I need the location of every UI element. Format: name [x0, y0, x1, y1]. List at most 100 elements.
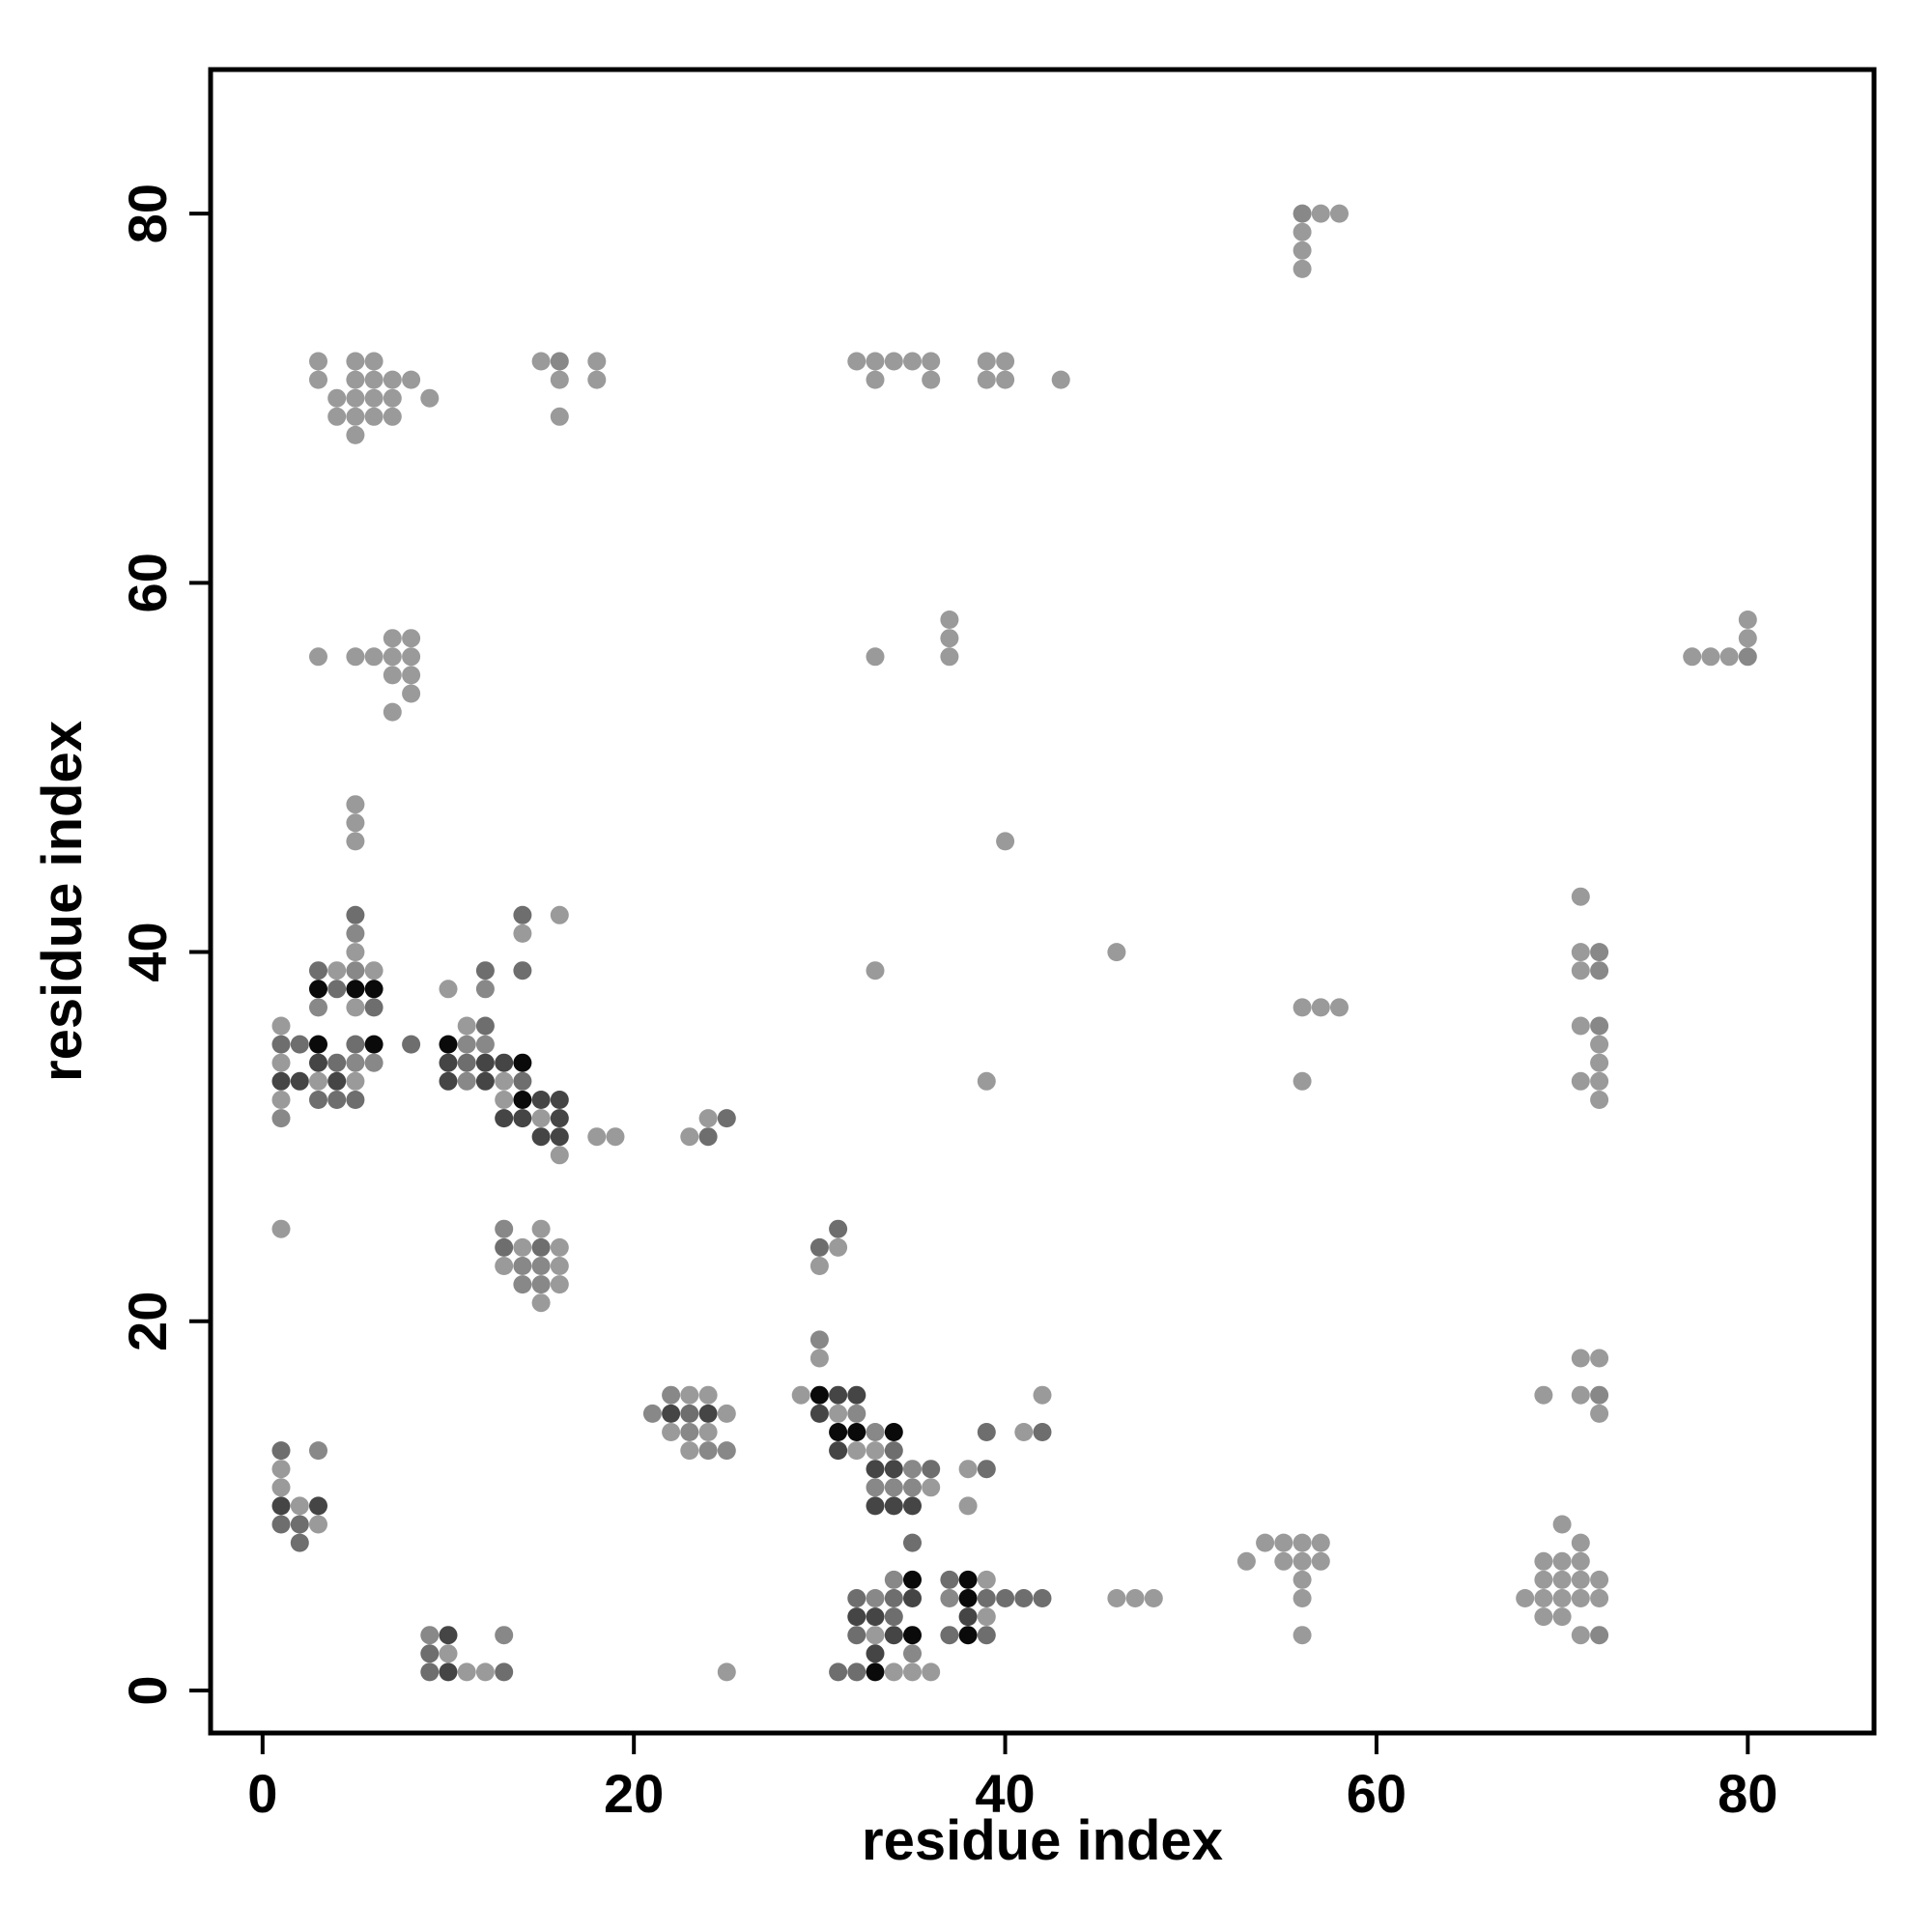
contact-point — [1738, 611, 1757, 629]
contact-point — [680, 1441, 699, 1461]
contact-point — [1516, 1589, 1535, 1607]
contact-point — [495, 1053, 514, 1072]
contact-point — [364, 961, 384, 980]
contact-point — [346, 425, 365, 444]
contact-point — [271, 1478, 291, 1497]
contact-point — [1590, 1570, 1609, 1589]
contact-point — [903, 1478, 922, 1497]
contact-point — [922, 352, 941, 371]
contact-point — [662, 1385, 681, 1405]
contact-point — [439, 1035, 458, 1054]
contact-point — [364, 1035, 384, 1054]
x-tick-label: 60 — [1347, 1763, 1406, 1824]
contact-point — [513, 1257, 532, 1275]
contact-point — [1293, 241, 1312, 260]
contact-point — [439, 1662, 458, 1682]
contact-point — [1236, 1551, 1256, 1571]
contact-point — [940, 1589, 959, 1607]
contact-point — [364, 352, 384, 371]
contact-point — [810, 1385, 829, 1405]
contact-point — [884, 1589, 903, 1607]
contact-point — [309, 1496, 327, 1516]
contact-point — [884, 1626, 903, 1645]
contact-point — [1590, 1071, 1609, 1091]
contact-point — [1571, 1626, 1590, 1645]
contact-point — [495, 1091, 514, 1109]
contact-point — [309, 647, 327, 667]
contact-point — [884, 1662, 903, 1682]
contact-point — [364, 998, 384, 1017]
contact-point — [309, 961, 327, 980]
contact-point — [383, 629, 402, 648]
contact-point — [810, 1404, 829, 1423]
contact-point — [829, 1237, 848, 1257]
contact-point — [531, 1257, 551, 1275]
y-tick-label: 0 — [117, 1675, 178, 1705]
contact-point — [903, 1626, 922, 1645]
contact-point — [587, 1127, 607, 1147]
contact-point — [1571, 1533, 1590, 1552]
contact-point — [346, 923, 365, 943]
contact-point — [1590, 1385, 1609, 1405]
contact-point — [513, 1109, 532, 1128]
contact-point — [457, 1053, 476, 1072]
contact-point — [475, 1053, 495, 1072]
contact-point — [1293, 998, 1312, 1017]
contact-point — [495, 1237, 514, 1257]
contact-point — [791, 1385, 810, 1405]
contact-point — [1534, 1385, 1553, 1405]
contact-point — [383, 370, 402, 389]
contact-point — [847, 1441, 867, 1461]
contact-point — [457, 1016, 476, 1036]
contact-point — [309, 1053, 327, 1072]
contact-point — [402, 647, 421, 667]
contact-point — [958, 1607, 978, 1627]
contact-point — [866, 1644, 885, 1663]
contact-point — [327, 961, 347, 980]
contact-point — [346, 961, 365, 980]
contact-point — [457, 1071, 476, 1091]
contact-point — [829, 1385, 848, 1405]
contact-point — [847, 1589, 867, 1607]
contact-point — [271, 1016, 291, 1036]
contact-point — [866, 1478, 885, 1497]
contact-point — [922, 1460, 941, 1479]
contact-point — [1311, 1551, 1330, 1571]
contact-point — [587, 370, 607, 389]
contact-point — [847, 1626, 867, 1645]
contact-point — [1590, 1091, 1609, 1109]
contact-point — [958, 1626, 978, 1645]
contact-point — [531, 1091, 551, 1109]
contact-point — [940, 611, 959, 629]
contact-point — [958, 1460, 978, 1479]
contact-point — [1293, 204, 1312, 223]
x-tick-label: 80 — [1718, 1763, 1777, 1824]
contact-point — [940, 629, 959, 648]
contact-point — [866, 1662, 885, 1682]
contact-point — [402, 1035, 421, 1054]
contact-point — [996, 1589, 1015, 1607]
contact-point — [1051, 370, 1070, 389]
contact-point — [587, 352, 607, 371]
contact-point — [1274, 1533, 1293, 1552]
contact-point — [513, 1091, 532, 1109]
contact-point — [1738, 647, 1757, 667]
contact-point — [958, 1589, 978, 1607]
contact-point — [271, 1035, 291, 1054]
contact-point — [996, 832, 1015, 851]
x-tick-label: 40 — [975, 1763, 1035, 1824]
contact-point — [1571, 1016, 1590, 1036]
contact-point — [922, 370, 941, 389]
contact-point — [847, 1423, 867, 1441]
contact-point — [810, 1257, 829, 1275]
contact-point — [271, 1515, 291, 1534]
contact-point — [475, 980, 495, 999]
contact-point — [327, 1071, 347, 1091]
contact-point — [346, 1053, 365, 1072]
contact-point — [977, 1607, 996, 1627]
contact-point — [495, 1626, 514, 1645]
contact-point — [327, 1091, 347, 1109]
y-axis-ticks: 0 20 40 60 80 — [117, 184, 211, 1706]
contact-point — [1534, 1589, 1553, 1607]
